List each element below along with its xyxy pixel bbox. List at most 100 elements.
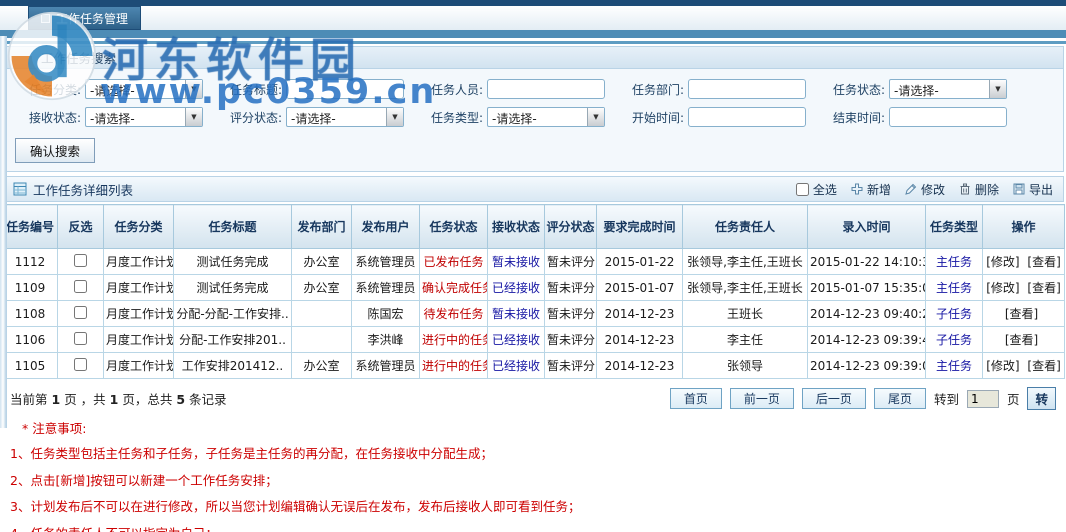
notes-title: * 注意事项: (22, 421, 87, 436)
pencil-icon (905, 183, 917, 195)
cell-score-status: 暂未评分 (544, 274, 597, 301)
row-checkbox[interactable] (74, 305, 87, 319)
field-task-title: 任务标题: (210, 79, 411, 99)
cell-pub-dept: 办公室 (291, 352, 352, 379)
col-invert-select: 反选 (57, 204, 104, 249)
cell-owner: 王班长 (682, 300, 808, 327)
table-row: 1105 月度工作计划 工作安排201412.. 办公室 系统管理员 进行中的任… (2, 352, 1065, 379)
start-time-label: 开始时间: (631, 110, 684, 125)
cell-owner: 张领导,李主任,王班长 (682, 274, 808, 301)
col-pub-user: 发布用户 (351, 204, 420, 249)
last-page-button[interactable]: 尾页 (873, 388, 926, 409)
add-button[interactable]: 新增 (851, 181, 891, 198)
task-status-select[interactable]: -请选择- ▼ (889, 79, 1007, 99)
search-row-2: 接收状态: -请选择- ▼ 评分状态: -请选择- ▼ 任务类型: -请选择- … (3, 103, 1063, 131)
select-all-control[interactable]: 全选 (795, 181, 837, 198)
search-panel: 任务分类: -请选择- ▼ 任务标题: 任务人员: 任务部门: 任务状态: -请… (2, 68, 1064, 172)
view-link[interactable]: [查看] (1004, 307, 1039, 321)
col-entry-time: 录入时间 (807, 204, 926, 249)
row-checkbox[interactable] (74, 253, 87, 267)
view-link[interactable]: [查看] (1027, 359, 1061, 373)
chevron-down-icon: ▼ (386, 108, 403, 126)
first-page-button[interactable]: 首页 (669, 388, 722, 409)
edit-button[interactable]: 修改 (905, 181, 945, 198)
toolbar-actions: 全选 新增 修改 删除 (795, 181, 1053, 198)
receive-status-select[interactable]: -请选择- ▼ (85, 107, 203, 127)
table-row: 1108 月度工作计划 分配-分配-工作安排.. 陈国宏 待发布任务 暂未接收 … (2, 300, 1065, 327)
task-type-select[interactable]: -请选择- ▼ (487, 107, 605, 127)
start-time-input[interactable] (688, 107, 806, 127)
steel-band (0, 30, 1066, 38)
cell-task-id: 1108 (2, 300, 58, 327)
edit-link[interactable]: [修改] (986, 255, 1020, 269)
goto-page-input[interactable] (966, 389, 999, 408)
go-button[interactable]: 转 (1027, 387, 1056, 410)
score-status-label: 评分状态: (229, 110, 282, 125)
row-checkbox[interactable] (74, 357, 87, 371)
export-button[interactable]: 导出 (1013, 181, 1053, 198)
cell-pub-user: 系统管理员 (351, 248, 420, 275)
cell-pub-user: 系统管理员 (351, 274, 420, 301)
next-page-button[interactable]: 后一页 (801, 388, 866, 409)
edit-link[interactable]: [修改] (986, 359, 1020, 373)
cell-due-time: 2014-12-23 (596, 352, 683, 379)
cell-owner: 张领导 (682, 352, 808, 379)
tab-work-task-management[interactable]: 工作任务管理 (28, 6, 142, 30)
note-item-1: 1、任务类型包括主任务和子任务，子任务是主任务的再分配，在任务接收中分配生成； (10, 446, 493, 461)
cell-entry-time: 2014-12-23 09:40:22 (807, 300, 926, 327)
cell-entry-time: 2014-12-23 09:39:08 (807, 352, 926, 379)
cell-pub-user: 李洪峰 (351, 326, 420, 353)
cell-task-type: 主任务 (925, 248, 983, 275)
delete-button[interactable]: 删除 (959, 181, 999, 198)
cell-receive-status: 暂未接收 (487, 300, 545, 327)
list-icon (13, 182, 27, 196)
cell-pub-dept (291, 326, 352, 353)
field-task-type: 任务类型: -请选择- ▼ (411, 107, 612, 127)
cell-score-status: 暂未评分 (544, 326, 597, 353)
chevron-down-icon: ▼ (989, 80, 1006, 98)
chevron-down-icon: ▼ (185, 80, 202, 98)
task-category-select[interactable]: -请选择- ▼ (85, 79, 203, 99)
task-title-input[interactable] (286, 79, 404, 99)
select-all-checkbox[interactable] (795, 182, 809, 196)
add-label: 新增 (866, 182, 891, 197)
cell-due-time: 2014-12-23 (596, 326, 683, 353)
col-task-status: 任务状态 (419, 204, 488, 249)
prev-page-button[interactable]: 前一页 (729, 388, 794, 409)
field-score-status: 评分状态: -请选择- ▼ (210, 107, 411, 127)
cell-task-id: 1105 (2, 352, 58, 379)
cell-score-status: 暂未评分 (544, 300, 597, 327)
col-score-status: 评分状态 (544, 204, 597, 249)
field-task-status: 任务状态: -请选择- ▼ (813, 79, 1014, 99)
field-task-department: 任务部门: (612, 79, 813, 99)
task-person-input[interactable] (487, 79, 605, 99)
task-department-input[interactable] (688, 79, 806, 99)
cell-title: 分配-分配-工作安排.. (173, 300, 292, 327)
plus-icon (851, 183, 863, 195)
score-status-select[interactable]: -请选择- ▼ (286, 107, 404, 127)
edit-link[interactable]: [修改] (986, 281, 1020, 295)
cell-task-id: 1112 (2, 248, 58, 275)
cell-entry-time: 2015-01-07 15:35:08 (807, 274, 926, 301)
row-checkbox[interactable] (74, 279, 87, 293)
cell-title: 测试任务完成 (173, 248, 292, 275)
note-item-3: 3、计划发布后不可以在进行修改，所以当您计划编辑确认无误后在发布，发布后接收人即… (10, 499, 581, 514)
list-title-text: 工作任务详细列表 (33, 182, 134, 198)
cell-category: 月度工作计划 (103, 274, 174, 301)
export-label: 导出 (1028, 182, 1053, 197)
cell-receive-status: 暂未接收 (487, 248, 545, 275)
view-link[interactable]: [查看] (1027, 255, 1061, 269)
end-time-input[interactable] (889, 107, 1007, 127)
view-link[interactable]: [查看] (1027, 281, 1061, 295)
field-end-time: 结束时间: (813, 107, 1014, 127)
col-task-type: 任务类型 (925, 204, 983, 249)
cell-category: 月度工作计划 (103, 248, 174, 275)
cell-category: 月度工作计划 (103, 326, 174, 353)
pagination-bar: 当前第 1 页 ，共 1 页，总共 5 条记录 首页 前一页 后一页 尾页 转到… (2, 387, 1064, 410)
pagination-controls: 首页 前一页 后一页 尾页 转到 页 转 (669, 387, 1056, 410)
confirm-search-button[interactable]: 确认搜索 (15, 138, 96, 163)
row-checkbox[interactable] (74, 331, 87, 345)
pagination-summary: 当前第 1 页 ，共 1 页，总共 5 条记录 (10, 392, 227, 407)
cell-pub-dept: 办公室 (291, 248, 352, 275)
view-link[interactable]: [查看] (1004, 333, 1039, 347)
